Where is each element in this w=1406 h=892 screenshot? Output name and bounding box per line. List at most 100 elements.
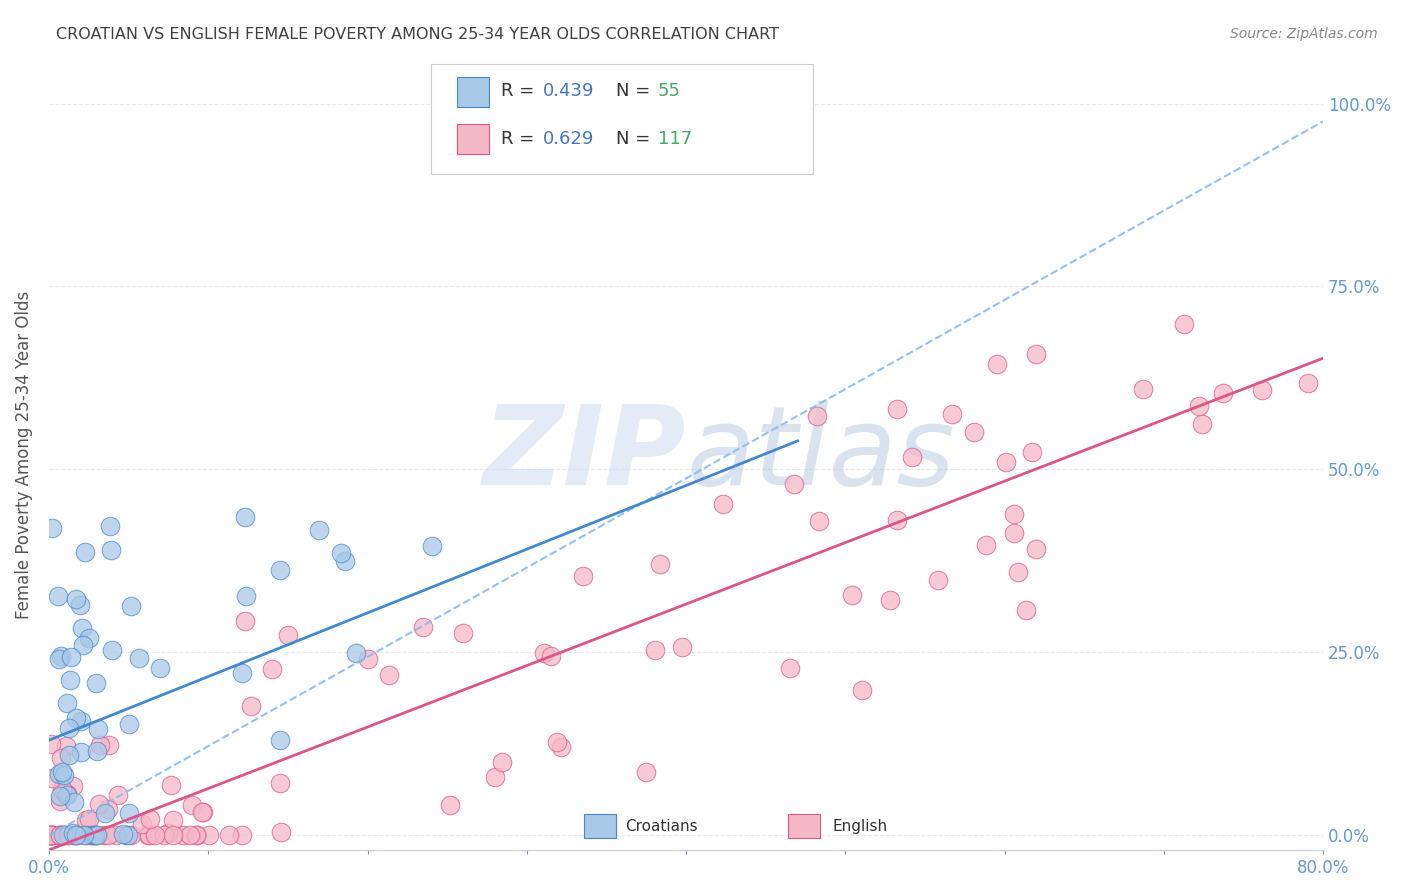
Point <box>52 828 75 842</box>
Point <box>995 455 1018 469</box>
Point <box>115 828 138 842</box>
Point <box>357 651 380 665</box>
Point <box>79 828 101 842</box>
Point <box>97 828 120 842</box>
Point <box>439 798 461 813</box>
Point <box>49 828 72 842</box>
Point <box>58 722 80 736</box>
Point <box>100 543 122 558</box>
Text: Croatians: Croatians <box>624 819 697 834</box>
Point <box>153 828 176 842</box>
Point <box>841 588 863 602</box>
Point <box>48 652 70 666</box>
Point <box>73 828 96 842</box>
Point <box>491 755 513 769</box>
Point <box>51 764 73 779</box>
Point <box>634 765 657 780</box>
Point <box>104 828 127 842</box>
Point <box>120 599 142 614</box>
Point <box>117 828 139 842</box>
Point <box>75 545 97 559</box>
Point <box>82 828 104 842</box>
Point <box>335 554 357 568</box>
Point <box>53 786 76 800</box>
Point <box>100 643 122 657</box>
Point <box>53 767 76 781</box>
Point <box>808 514 831 528</box>
Point <box>84 676 107 690</box>
Point <box>533 646 555 660</box>
Point <box>378 667 401 681</box>
Bar <box>583 814 616 838</box>
Point <box>240 698 263 713</box>
Point <box>927 573 949 587</box>
Point <box>1007 566 1029 580</box>
Point <box>138 828 160 842</box>
Point <box>184 828 207 842</box>
Point <box>671 640 693 655</box>
Point <box>69 745 91 759</box>
Text: R =: R = <box>502 129 540 148</box>
Point <box>49 794 72 808</box>
Point <box>1025 541 1047 556</box>
Text: Source: ZipAtlas.com: Source: ZipAtlas.com <box>1230 27 1378 41</box>
Point <box>55 788 77 802</box>
Point <box>779 660 801 674</box>
Bar <box>787 814 820 838</box>
Point <box>41 771 63 785</box>
Point <box>974 538 997 552</box>
Point <box>97 802 120 816</box>
Point <box>49 750 72 764</box>
Point <box>191 805 214 820</box>
Text: N =: N = <box>616 129 657 148</box>
Text: 117: 117 <box>658 129 692 148</box>
Point <box>346 646 368 660</box>
Point <box>75 828 97 842</box>
Point <box>52 828 75 842</box>
Point <box>963 425 986 439</box>
Point <box>1212 385 1234 400</box>
Point <box>65 592 87 607</box>
Text: N =: N = <box>616 82 657 100</box>
Point <box>63 795 86 809</box>
Point <box>94 806 117 821</box>
Point <box>58 747 80 762</box>
Point <box>546 735 568 749</box>
Point <box>93 828 115 842</box>
Point <box>118 717 141 731</box>
Point <box>711 498 734 512</box>
Point <box>181 798 204 813</box>
Point <box>98 519 121 533</box>
Point <box>198 828 221 842</box>
Point <box>49 648 72 663</box>
Point <box>39 828 62 842</box>
Point <box>56 828 79 842</box>
Point <box>231 665 253 680</box>
Point <box>1021 445 1043 459</box>
Point <box>941 407 963 421</box>
Point <box>1002 526 1025 541</box>
Point <box>886 513 908 527</box>
Y-axis label: Female Poverty Among 25-34 Year Olds: Female Poverty Among 25-34 Year Olds <box>15 291 32 619</box>
Point <box>540 649 562 664</box>
Bar <box>457 124 488 154</box>
Point <box>1298 376 1320 390</box>
Point <box>70 621 93 635</box>
Point <box>453 625 475 640</box>
Point <box>179 828 201 842</box>
Point <box>648 558 671 572</box>
Point <box>120 828 142 842</box>
Point <box>160 778 183 792</box>
Point <box>39 737 62 751</box>
Point <box>270 825 292 839</box>
Point <box>218 828 240 842</box>
Point <box>235 589 257 603</box>
Bar <box>457 77 488 107</box>
Point <box>139 812 162 826</box>
Point <box>138 828 160 842</box>
Point <box>59 673 82 687</box>
Point <box>550 740 572 755</box>
Point <box>269 733 291 747</box>
Point <box>783 477 806 491</box>
Point <box>48 766 70 780</box>
